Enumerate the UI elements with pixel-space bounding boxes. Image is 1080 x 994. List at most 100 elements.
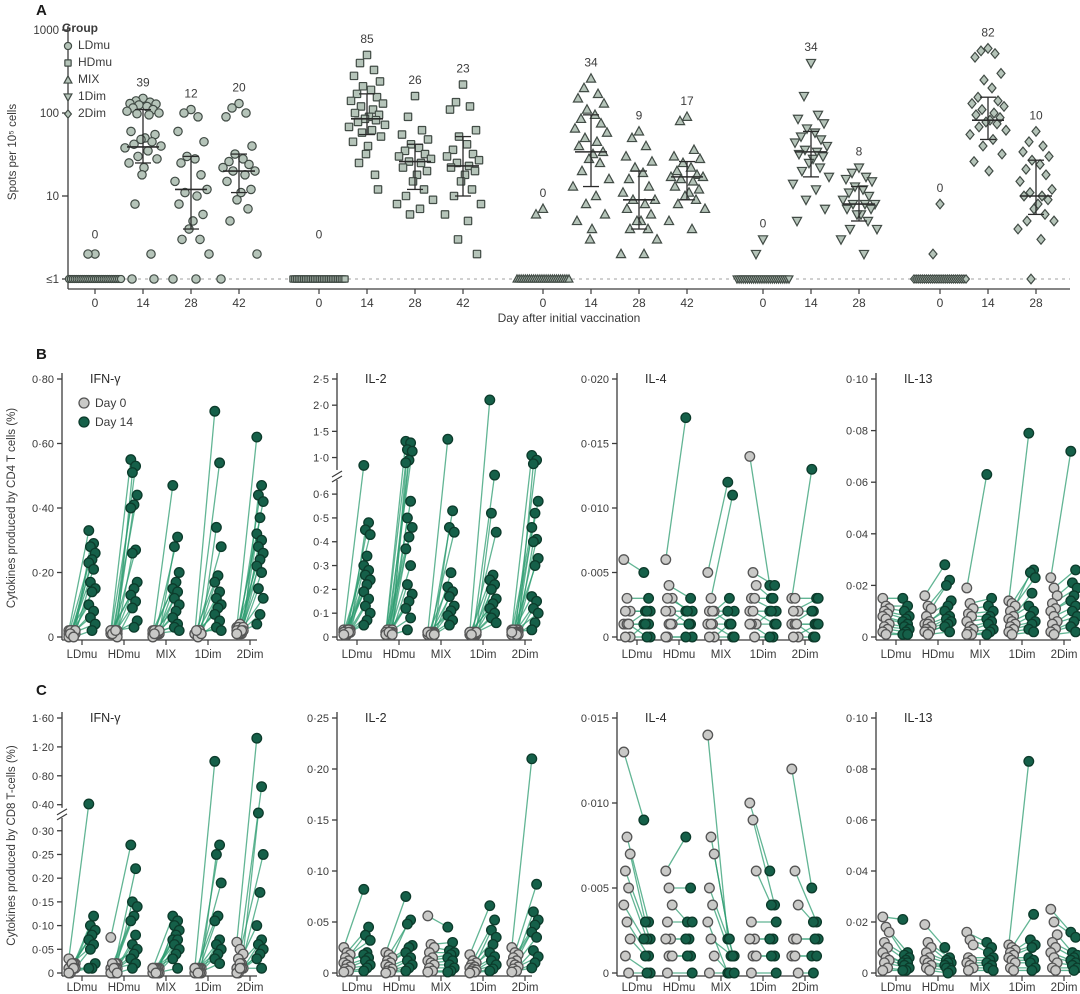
day14-point	[209, 915, 221, 927]
day14-point	[638, 933, 650, 945]
day0-point	[705, 831, 717, 843]
day14-point	[1070, 564, 1080, 576]
x-tick-label: 42	[456, 296, 470, 310]
connector-line	[343, 465, 365, 630]
data-point	[357, 128, 367, 137]
day0-point	[749, 592, 761, 604]
day0-point	[190, 625, 202, 637]
day14-point	[769, 579, 781, 591]
x-category-label: 2Dim	[237, 982, 264, 994]
subplot-title: IL-2	[365, 372, 387, 386]
day14-point	[1026, 965, 1038, 976]
connector-line	[623, 904, 645, 940]
day14-point	[400, 457, 412, 469]
data-point	[232, 194, 242, 205]
day14-point	[84, 943, 96, 955]
x-category-label: HDmu	[108, 649, 141, 661]
day0-point	[877, 965, 889, 976]
data-point	[252, 249, 262, 259]
day14-point	[812, 592, 824, 604]
connector-line	[627, 887, 648, 940]
day14-point	[987, 965, 999, 976]
connector-line	[236, 533, 258, 634]
y-tick-label: 2·5	[313, 374, 329, 386]
day14-point	[215, 541, 227, 553]
day14-point	[944, 626, 956, 638]
day14-point	[526, 624, 538, 636]
day0-point	[660, 933, 672, 945]
day14-point	[125, 502, 137, 514]
x-category-label: 1Dim	[195, 649, 222, 661]
data-point	[358, 81, 368, 91]
day14-point	[1026, 942, 1038, 953]
y-tick-label: 0·10	[846, 713, 868, 725]
day0-point	[660, 865, 672, 877]
day14-point	[723, 592, 735, 604]
data-point	[817, 152, 829, 163]
y-tick-label: 0·30	[32, 826, 54, 838]
x-tick-label: 42	[232, 296, 246, 310]
data-point	[124, 158, 134, 168]
y-tick-label: 0	[323, 968, 329, 980]
data-point	[366, 85, 376, 95]
day14-point	[125, 915, 137, 927]
day14-point	[1029, 572, 1041, 584]
day0-point	[338, 966, 350, 978]
day14-point	[680, 831, 692, 843]
day0-point	[789, 950, 801, 962]
connector-line	[110, 594, 132, 631]
data-point	[247, 141, 257, 151]
data-point	[699, 202, 711, 214]
day0-point	[967, 939, 979, 951]
connector-line	[428, 532, 455, 635]
data-point	[415, 204, 425, 214]
day0-point	[661, 967, 673, 979]
day14-point	[257, 496, 269, 508]
day14-point	[125, 839, 137, 851]
connector-line	[110, 507, 132, 634]
day14-point	[215, 625, 227, 637]
day14-point	[727, 950, 739, 962]
data-point	[789, 138, 801, 149]
x-category-label: LDmu	[67, 982, 98, 994]
data-point	[458, 80, 468, 89]
connector-line	[388, 565, 412, 635]
data-point	[63, 74, 73, 84]
connector-line	[711, 904, 732, 957]
data-point	[361, 149, 371, 159]
data-point	[1035, 158, 1045, 171]
x-category-label: LDmu	[881, 982, 912, 994]
day0-point	[1048, 916, 1060, 928]
day14-point	[484, 965, 496, 977]
data-point	[170, 176, 180, 187]
day14-point	[639, 618, 651, 630]
day0-point	[744, 933, 756, 945]
data-point	[530, 208, 542, 219]
cluster-count-label: 0	[937, 181, 944, 195]
x-category-label: LDmu	[342, 649, 373, 661]
data-point	[378, 99, 388, 108]
day14-point	[257, 592, 269, 604]
y-tick-label: 0·06	[846, 815, 868, 827]
cluster-count-label: 9	[636, 108, 643, 122]
day14-point	[209, 755, 221, 767]
data-point	[581, 103, 593, 114]
day14-point	[897, 965, 909, 976]
x-category-label: 2Dim	[1051, 649, 1078, 661]
day0-point	[744, 450, 756, 462]
data-point	[590, 189, 602, 201]
connector-line	[1008, 433, 1030, 601]
data-point	[990, 47, 1000, 60]
data-point	[858, 249, 870, 261]
day14-point	[254, 512, 266, 524]
day14-point	[809, 631, 821, 643]
x-tick-label: 14	[804, 296, 818, 310]
cluster-count-label: 85	[360, 32, 374, 46]
day14-point	[638, 814, 650, 826]
day0-point	[506, 966, 518, 978]
data-point	[192, 191, 202, 201]
day14-point	[445, 567, 457, 579]
data-point	[152, 154, 162, 164]
day0-point	[621, 916, 633, 928]
connector-line	[200, 527, 218, 634]
